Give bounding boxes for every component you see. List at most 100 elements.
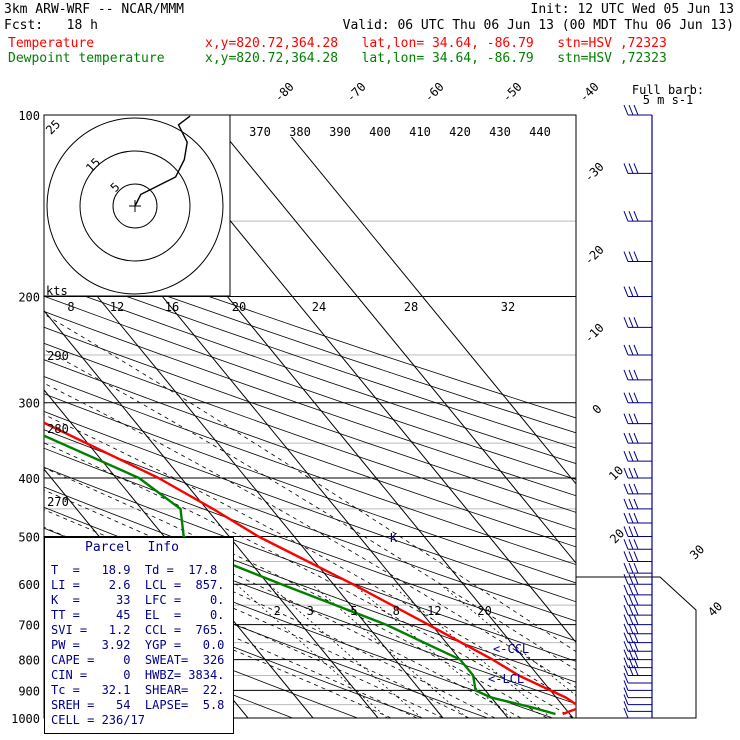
wind-barb-flag (623, 467, 629, 479)
dry-adiabat (44, 594, 358, 718)
hodograph-ring (79, 150, 191, 262)
wind-barb-flag (623, 632, 629, 643)
parcel-info-row: Tc = 32.1 SHEAR= 22. (51, 683, 225, 697)
wind-barb-flag (633, 632, 639, 643)
isotherm-right-label: 40 (705, 599, 725, 619)
dry-adiabat (44, 295, 576, 480)
wind-barbs (623, 104, 653, 719)
speed-label: 8 (67, 300, 74, 314)
wind-barb-flag (623, 614, 629, 625)
parcel-info-row: PW = 3.92 YGP = 0.0 (51, 638, 225, 652)
wind-barb (623, 551, 652, 562)
wind-barb-flag (623, 483, 629, 495)
lcl-marker: <-LCL (488, 672, 524, 686)
wind-barb (623, 450, 652, 462)
wind-barb-flag (623, 369, 629, 381)
mixing-ratio-label: 2 (274, 604, 281, 618)
forecast-hour: Fcst: 18 h (4, 18, 98, 33)
moist-adiabat (44, 489, 522, 718)
wind-barb-flag (628, 286, 634, 297)
mixing-ratio-label: 12 (427, 604, 441, 618)
wind-barb-flag (623, 641, 629, 652)
wind-barb-flag (623, 104, 629, 116)
wind-barb-flag (628, 317, 634, 328)
wind-barb-flag (633, 317, 639, 328)
wind-barb-flag (633, 665, 639, 676)
parcel-info-row: CAPE = 0 SWEAT= 326 (51, 653, 225, 667)
isotherm-right-label: 20 (607, 526, 627, 546)
isotherm-right-label: 30 (687, 542, 707, 562)
isotherm-top-label: -60 (422, 80, 447, 105)
pressure-tick-label: 100 (18, 109, 40, 123)
wind-barb-flag (633, 413, 639, 424)
wind-barb-flag (623, 210, 629, 222)
wind-barb-flag (633, 163, 639, 174)
theta-low-label: 270 (47, 495, 69, 509)
wind-barb-flag (633, 467, 639, 479)
wind-barb-flag (623, 344, 629, 356)
wind-barb-flag (623, 707, 629, 719)
wind-barb-flag (623, 687, 629, 698)
pressure-tick-label: 300 (18, 397, 40, 411)
wind-barb-flag (633, 450, 639, 462)
wind-barb (623, 512, 652, 524)
valid-time: Valid: 06 UTC Thu 06 Jun 13 (00 MDT Thu … (342, 18, 734, 33)
temperature-legend-info: x,y=820.72,364.28 lat,lon= 34.64, -86.79… (205, 36, 667, 51)
dewpoint-legend-info: x,y=820.72,364.28 lat,lon= 34.64, -86.79… (205, 51, 667, 66)
wind-barb-flag (628, 163, 634, 174)
pressure-tick-label: 700 (18, 619, 40, 633)
temperature-legend-label: Temperature (8, 36, 95, 51)
isotherm-line (208, 115, 576, 564)
wind-barb (623, 498, 652, 510)
wind-barb-flag (623, 604, 629, 616)
wind-barb (623, 614, 652, 626)
wind-barb-flag (628, 632, 634, 643)
isotherm-right-label: 10 (606, 463, 626, 483)
theta-label: 400 (369, 125, 391, 139)
wind-barb (623, 104, 652, 116)
parcel-info-row: CELL = 236/17 (51, 713, 145, 727)
isotherm-right-label: -20 (582, 243, 607, 268)
wind-barb (623, 317, 652, 328)
wind-barb-flag (628, 450, 634, 462)
parcel-info-row: T = 18.9 Td = 17.8 (51, 563, 218, 577)
wind-barb-flag (623, 672, 629, 684)
dry-adiabat (44, 429, 576, 622)
wind-barb-flag (623, 694, 629, 705)
isotherm-line (44, 309, 379, 718)
wind-barb-flag (623, 584, 629, 596)
wind-barb-flag (633, 251, 639, 262)
init-time: Init: 12 UTC Wed 05 Jun 13 (530, 2, 735, 17)
wind-barb-flag (623, 512, 629, 524)
wind-barb-flag (623, 539, 629, 550)
wind-barb-flag (628, 614, 634, 625)
theta-label: 370 (249, 125, 271, 139)
speed-label: 28 (404, 300, 418, 314)
wind-barb (623, 251, 652, 263)
moist-adiabat (44, 442, 574, 718)
theta-label: 380 (289, 125, 311, 139)
wind-barb (623, 680, 652, 691)
isotherm-right-label: 0 (590, 402, 605, 417)
wind-barb-flag (628, 604, 634, 616)
hodograph-units-label: kts (46, 284, 68, 298)
wind-barb-flag (628, 392, 634, 403)
dewpoint-legend-label: Dewpoint temperature (8, 51, 165, 66)
wind-barb-flag (623, 574, 629, 585)
wind-barb-flag (623, 498, 629, 510)
pressure-tick-label: 800 (18, 654, 40, 668)
hodograph-ring (112, 183, 158, 229)
parcel-info-row: SREH = 54 LAPSE= 5.8 (51, 698, 225, 712)
parcel-info-panel: Parcel Info T = 18.9 Td = 17.8 LI = 2.6 L… (44, 537, 234, 734)
isotherm-right-label: -10 (582, 321, 607, 346)
wind-barb-flag (628, 498, 634, 510)
wind-barb-flag (623, 163, 629, 174)
wind-barb-flag (628, 584, 634, 596)
wind-barb-flag (633, 498, 639, 510)
theta-low-label: 280 (47, 422, 69, 436)
dry-adiabat (44, 447, 576, 642)
wind-barb-flag (633, 551, 639, 562)
wind-barb-flag (623, 701, 629, 712)
wind-barb-flag (633, 512, 639, 524)
wind-barb-flag (623, 392, 629, 403)
